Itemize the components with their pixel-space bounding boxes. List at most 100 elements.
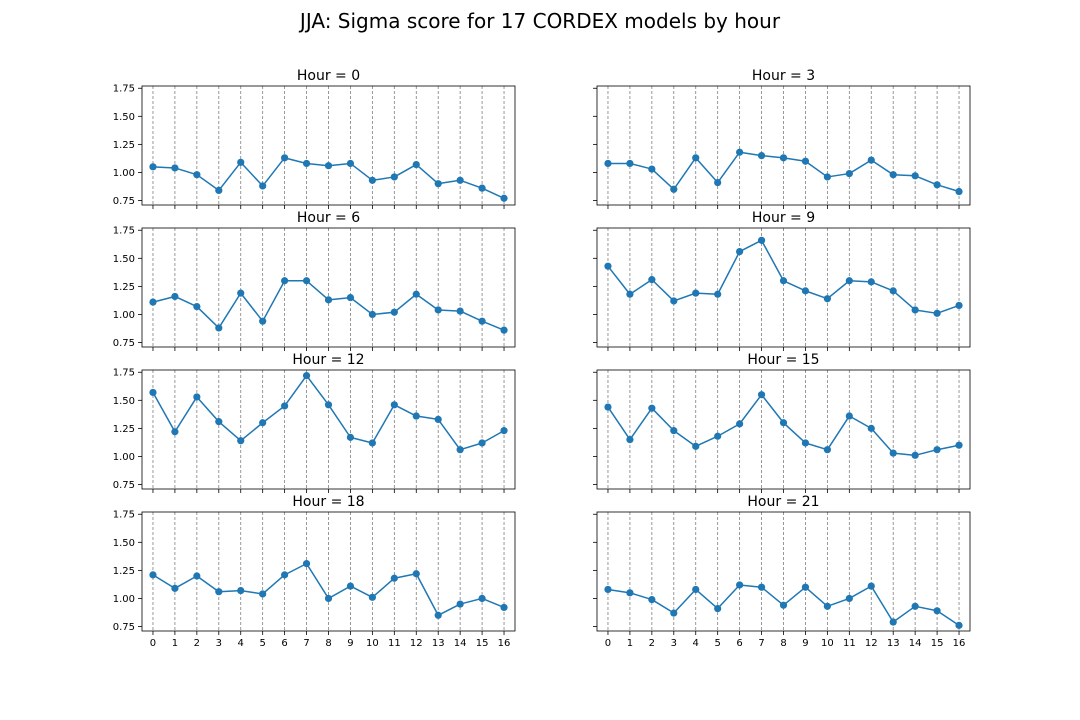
data-point xyxy=(933,181,941,189)
data-point xyxy=(779,419,788,427)
x-tick-label: 12 xyxy=(865,638,878,649)
data-point xyxy=(412,160,420,169)
x-tick-label: 2 xyxy=(649,638,655,649)
data-point xyxy=(412,290,420,298)
x-tick-label: 14 xyxy=(454,638,467,649)
data-point xyxy=(670,609,678,617)
data-point xyxy=(889,287,897,295)
data-point xyxy=(390,173,398,181)
x-tick-label: 2 xyxy=(194,638,200,649)
data-point xyxy=(456,600,464,608)
data-point xyxy=(324,296,333,304)
x-tick-label: 6 xyxy=(281,638,287,649)
data-point xyxy=(604,403,612,411)
data-point xyxy=(500,194,508,202)
x-tick-label: 7 xyxy=(758,638,764,649)
data-point xyxy=(478,184,486,192)
data-point xyxy=(911,306,919,314)
data-point xyxy=(368,593,376,601)
data-point xyxy=(955,187,963,196)
data-point xyxy=(757,152,766,160)
data-point xyxy=(281,154,289,162)
x-tick-label: 4 xyxy=(238,638,244,649)
data-point xyxy=(626,159,634,168)
data-point xyxy=(302,159,311,168)
x-tick-label: 7 xyxy=(303,638,309,649)
data-point xyxy=(281,571,289,579)
data-point xyxy=(412,412,420,420)
data-point xyxy=(692,289,700,297)
y-tick-label: 1.50 xyxy=(113,396,135,407)
x-tick-label: 1 xyxy=(172,638,178,649)
data-point xyxy=(193,302,201,311)
data-point xyxy=(714,290,722,298)
data-point xyxy=(692,154,700,162)
subplot-title: Hour = 18 xyxy=(292,494,364,510)
data-point xyxy=(779,154,788,162)
data-point xyxy=(281,277,289,285)
subplot-3: Hour = 9 xyxy=(593,210,971,351)
data-point xyxy=(368,439,376,447)
data-point xyxy=(478,439,486,447)
data-point xyxy=(215,324,223,332)
data-point xyxy=(346,433,355,441)
data-point xyxy=(324,162,333,170)
data-point xyxy=(955,301,963,310)
data-point xyxy=(215,186,223,195)
data-point xyxy=(889,449,897,457)
subplot-4: 0.75 1.00 1.25 1.50 1.75 Hour = 12 xyxy=(113,352,516,493)
data-point xyxy=(757,391,766,399)
data-point xyxy=(368,176,376,184)
y-tick-label: 1.50 xyxy=(113,538,135,549)
subplot-title: Hour = 15 xyxy=(747,352,819,368)
data-point xyxy=(692,442,700,450)
y-tick-label: 1.50 xyxy=(113,254,135,265)
y-tick-label: 1.75 xyxy=(113,368,135,379)
x-tick-label: 0 xyxy=(605,638,611,649)
subplot-title: Hour = 0 xyxy=(297,68,360,84)
y-tick-label: 0.75 xyxy=(113,338,135,349)
data-point xyxy=(193,572,201,580)
subplot-1: Hour = 3 xyxy=(593,68,971,209)
data-point xyxy=(215,588,223,596)
data-point xyxy=(215,418,223,426)
subplot-5: Hour = 15 xyxy=(593,352,971,493)
data-point xyxy=(801,583,810,591)
data-point xyxy=(346,294,355,302)
data-point xyxy=(500,603,508,612)
x-tick-label: 15 xyxy=(476,638,489,649)
data-point xyxy=(955,621,963,629)
data-point xyxy=(933,607,941,615)
data-point xyxy=(604,262,612,270)
data-point xyxy=(779,601,788,609)
x-tick-label: 8 xyxy=(780,638,786,649)
data-point xyxy=(933,446,941,454)
data-point xyxy=(281,402,289,410)
data-point xyxy=(259,590,267,598)
data-point xyxy=(845,594,853,603)
subplot-title: Hour = 3 xyxy=(752,68,815,84)
data-point xyxy=(779,277,788,285)
x-tick-label: 4 xyxy=(693,638,699,649)
data-point xyxy=(149,388,157,397)
x-tick-label: 14 xyxy=(909,638,922,649)
data-point xyxy=(368,310,376,319)
subplot-6: 0.751.001.251.501.750 1 2 3 4 5 6 7 8 9 10 11 12 13 14… xyxy=(113,494,516,649)
data-point xyxy=(193,393,201,401)
x-tick-label: 13 xyxy=(432,638,445,649)
y-tick-label: 0.75 xyxy=(113,480,135,491)
x-tick-label: 5 xyxy=(714,638,720,649)
x-tick-label: 3 xyxy=(671,638,677,649)
y-tick-label: 1.00 xyxy=(113,594,135,605)
x-tick-label: 1 xyxy=(627,638,633,649)
data-point xyxy=(801,439,810,447)
chart-title: JJA: Sigma score for 17 CORDEX models by… xyxy=(299,9,781,33)
x-tick-label: 6 xyxy=(736,638,742,649)
data-point xyxy=(456,307,464,315)
data-point xyxy=(434,415,442,423)
y-tick-label: 1.00 xyxy=(113,310,135,321)
data-point xyxy=(302,277,311,285)
y-tick-label: 1.75 xyxy=(113,510,135,521)
data-point xyxy=(346,582,355,590)
